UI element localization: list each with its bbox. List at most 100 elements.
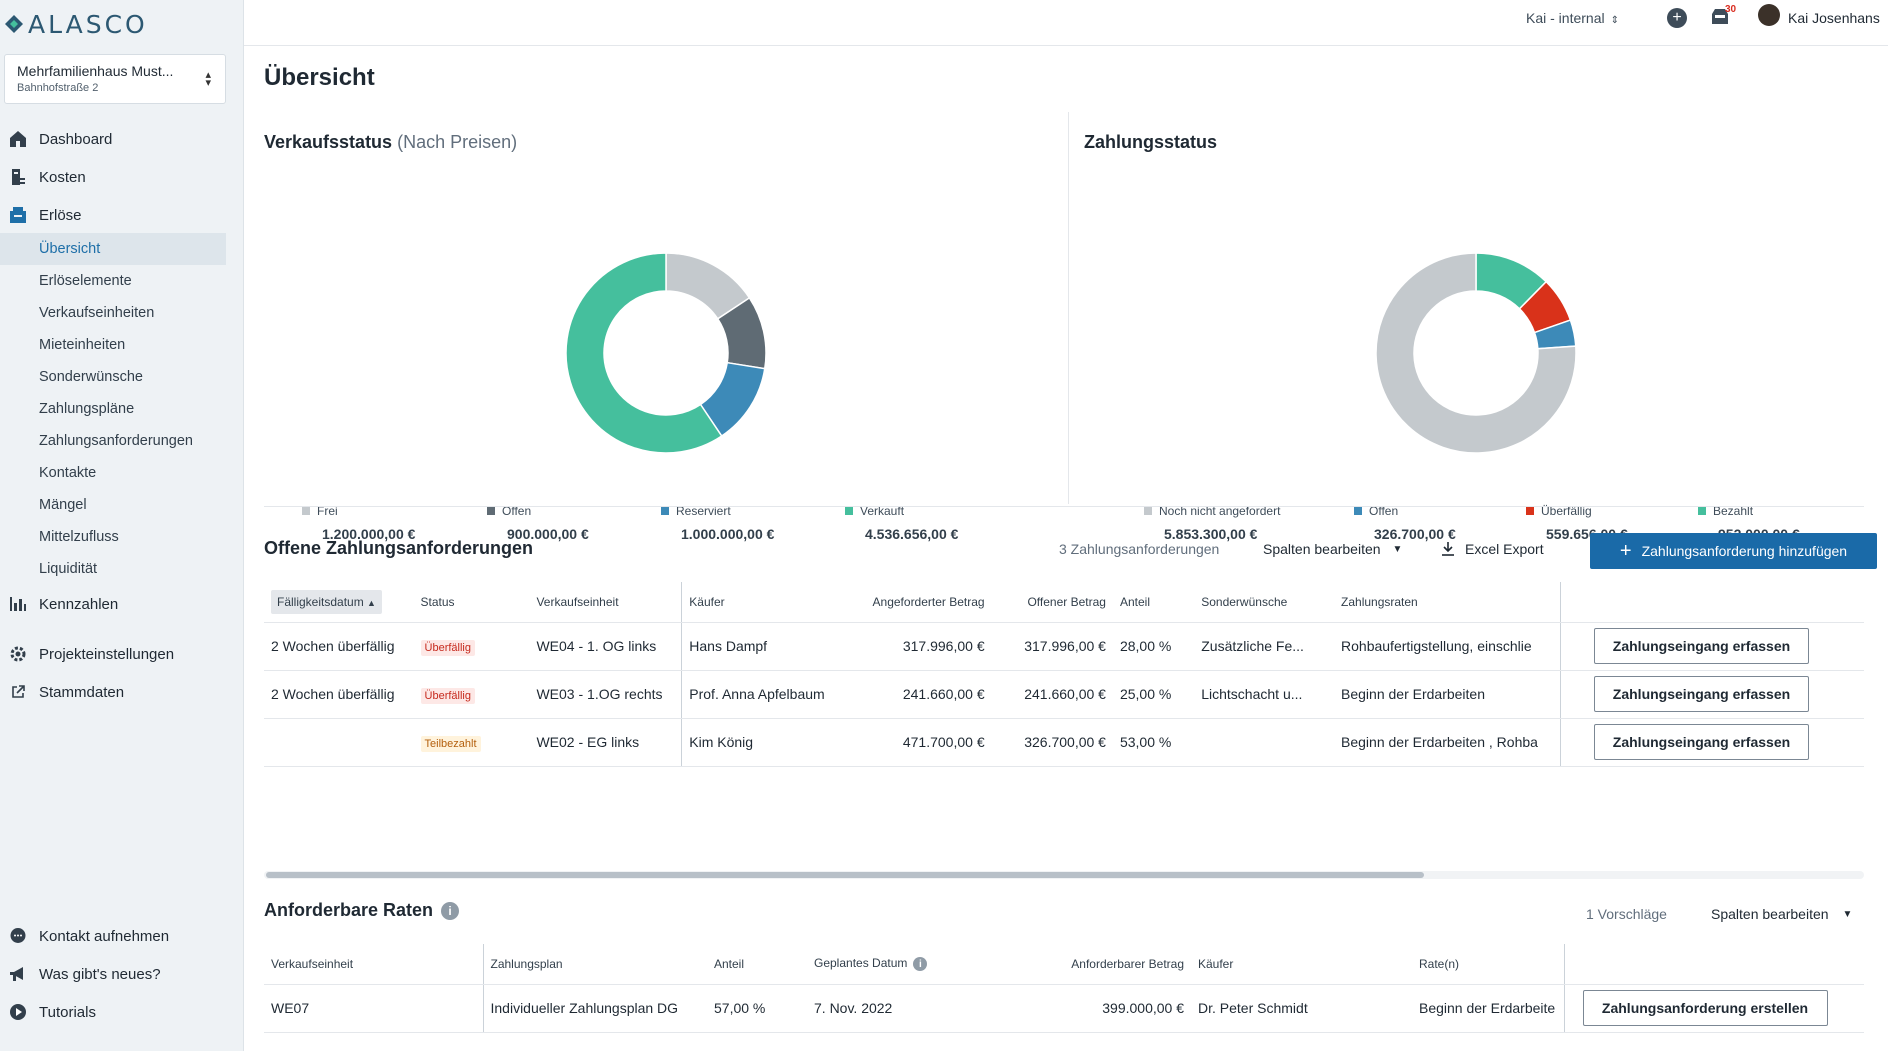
record-payment-button[interactable]: Zahlungseingang erfassen: [1593, 676, 1809, 712]
avatar[interactable]: [1758, 4, 1780, 26]
subnav-verkaufseinheiten[interactable]: Verkaufseinheiten: [39, 305, 155, 321]
cell-rates: Beginn der Erdarbeite: [1412, 984, 1564, 1033]
info-icon[interactable]: i: [913, 957, 928, 972]
donut-slice-noch-nicht-angefordert[interactable]: [1375, 252, 1577, 454]
sales-status-card: Verkaufsstatus (Nach Preisen) Frei 1.200…: [264, 112, 1054, 542]
legend-item-zahlung-offen: Offen 326.700,00 €: [1354, 504, 1524, 542]
subnav-mittelzufluss[interactable]: Mittelzufluss: [39, 529, 119, 545]
project-name: Mehrfamilienhaus Must...: [17, 63, 174, 79]
column-header-unit[interactable]: Verkaufseinheit: [529, 582, 682, 623]
cell-action: Zahlungsanforderung erstellen: [1563, 984, 1864, 1033]
column-header-requestable-amount[interactable]: Anforderbarer Betrag: [1007, 944, 1191, 985]
legend-label-noch-nicht-angefordert: Noch nicht angefordert: [1159, 504, 1281, 518]
nav-stammdaten-label: Stammdaten: [39, 683, 125, 701]
nav-projekteinstellungen[interactable]: Projekteinstellungen: [0, 635, 244, 673]
cell-buyer: Prof. Anna Apfelbaum: [681, 670, 845, 719]
cell-open-amount: 241.660,00 €: [991, 670, 1113, 719]
legend-value-reserviert: 1.000.000,00 €: [681, 526, 775, 542]
logo[interactable]: ALASCO: [4, 10, 148, 39]
nav-erloese[interactable]: Erlöse: [0, 196, 244, 234]
record-payment-button[interactable]: Zahlungseingang erfassen: [1593, 628, 1809, 664]
legend-swatch-zahlung-offen: [1354, 507, 1362, 515]
column-header-due-date[interactable]: Fälligkeitsdatum ▲: [264, 582, 414, 623]
subnav-maengel[interactable]: Mängel: [39, 497, 87, 513]
table-row[interactable]: Teilbezahlt WE02 - EG links Kim König 47…: [264, 718, 1864, 767]
cell-unit: WE04 - 1. OG links: [529, 622, 682, 671]
column-header-plan[interactable]: Zahlungsplan: [482, 944, 707, 985]
legend-item-frei: Frei 1.200.000,00 €: [302, 504, 472, 542]
legend-item-reserviert: Reserviert 1.000.000,00 €: [661, 504, 831, 542]
erloese-subnav: Übersicht Erlöselemente Verkaufseinheite…: [0, 233, 244, 585]
user-name[interactable]: Kai Josenhans: [1788, 10, 1880, 26]
column-header-rates[interactable]: Rate(n): [1412, 944, 1564, 985]
subnav-uebersicht[interactable]: Übersicht: [0, 233, 226, 265]
cell-buyer: Kim König: [681, 718, 845, 767]
nav-dashboard[interactable]: Dashboard: [0, 120, 244, 158]
nav-news-label: Was gibt's neues?: [39, 965, 161, 983]
excel-export-button[interactable]: Excel Export: [1440, 541, 1544, 557]
add-payment-request-button[interactable]: + Zahlungsanforderung hinzufügen: [1590, 533, 1877, 569]
add-payment-request-label: Zahlungsanforderung hinzufügen: [1641, 543, 1848, 559]
create-payment-request-button[interactable]: Zahlungsanforderung erstellen: [1582, 990, 1828, 1026]
cell-rates: Beginn der Erdarbeiten: [1334, 670, 1561, 719]
add-icon[interactable]: +: [1667, 8, 1687, 28]
subnav-sonderwuensche[interactable]: Sonderwünsche: [39, 369, 143, 385]
settings-nav: Projekteinstellungen Stammdaten: [0, 635, 244, 711]
page-title: Übersicht: [264, 64, 375, 91]
scrollbar-thumb[interactable]: [266, 872, 1424, 878]
cell-share: 25,00 %: [1112, 670, 1195, 719]
column-header-buyer[interactable]: Käufer: [681, 582, 845, 623]
kpi-icon: [8, 594, 28, 614]
column-header-requested-amount[interactable]: Angeforderter Betrag: [844, 582, 992, 623]
nav-news[interactable]: Was gibt's neues?: [0, 955, 244, 993]
cell-status: Teilbezahlt: [413, 718, 530, 767]
nav-erloese-label: Erlöse: [39, 206, 82, 224]
table-row[interactable]: 2 Wochen überfällig Überfällig WE04 - 1.…: [264, 622, 1864, 671]
project-selector[interactable]: Mehrfamilienhaus Must... Bahnhofstraße 2…: [4, 54, 226, 104]
requestable-rates-count: 1 Vorschläge: [1586, 906, 1667, 922]
megaphone-icon: [8, 964, 28, 984]
edit-columns-button-rates[interactable]: Spalten bearbeiten ▼: [1711, 906, 1852, 922]
cost-icon: [8, 167, 28, 187]
table-row[interactable]: WE07 Individueller Zahlungsplan DG 57,00…: [264, 984, 1864, 1033]
column-header-planned-date[interactable]: Geplantes Datum i: [807, 944, 1007, 985]
column-header-status[interactable]: Status: [413, 582, 530, 623]
column-header-share[interactable]: Anteil: [707, 944, 807, 985]
column-header-special-requests[interactable]: Sonderwünsche: [1194, 582, 1335, 623]
nav-kennzahlen[interactable]: Kennzahlen: [0, 585, 244, 623]
table-header-row: Verkaufseinheit Zahlungsplan Anteil Gepl…: [264, 944, 1864, 985]
donut-slice-verkauft[interactable]: [565, 252, 723, 454]
cell-open-amount: 317.996,00 €: [991, 622, 1113, 671]
cell-unit: WE07: [264, 984, 483, 1033]
column-header-open-amount[interactable]: Offener Betrag: [991, 582, 1113, 623]
info-icon[interactable]: i: [441, 902, 460, 921]
legend-swatch-noch-nicht-angefordert: [1144, 507, 1152, 515]
edit-columns-button[interactable]: Spalten bearbeiten ▼: [1263, 541, 1402, 557]
column-header-buyer[interactable]: Käufer: [1191, 944, 1412, 985]
home-icon: [8, 129, 28, 149]
sort-ascending-icon: ▲: [367, 597, 376, 608]
subnav-zahlungsplaene[interactable]: Zahlungspläne: [39, 401, 135, 417]
environment-selector[interactable]: Kai - internal ⇕: [1526, 10, 1619, 26]
column-header-unit[interactable]: Verkaufseinheit: [264, 944, 483, 985]
column-header-share[interactable]: Anteil: [1112, 582, 1195, 623]
nav-kennzahlen-label: Kennzahlen: [39, 595, 119, 613]
subnav-erloeselemente[interactable]: Erlöselemente: [39, 273, 132, 289]
nav-kontakt[interactable]: Kontakt aufnehmen: [0, 917, 244, 955]
subnav-liquiditaet[interactable]: Liquidität: [39, 561, 98, 577]
sort-arrows-icon: ▴ ▾: [205, 69, 211, 89]
requestable-rates-title: Anforderbare Raten i: [264, 900, 460, 921]
subnav-mieteinheiten[interactable]: Mieteinheiten: [39, 337, 126, 353]
table-row[interactable]: 2 Wochen überfällig Überfällig WE03 - 1.…: [264, 670, 1864, 719]
nav-tutorials[interactable]: Tutorials: [0, 993, 244, 1031]
record-payment-button[interactable]: Zahlungseingang erfassen: [1593, 724, 1809, 760]
column-header-rates[interactable]: Zahlungsraten: [1334, 582, 1561, 623]
cell-special-requests: Lichtschacht u...: [1194, 670, 1335, 719]
nav-stammdaten[interactable]: Stammdaten: [0, 673, 244, 711]
nav-kosten-label: Kosten: [39, 168, 86, 186]
inbox-icon[interactable]: [1710, 8, 1730, 29]
subnav-zahlungsanforderungen[interactable]: Zahlungsanforderungen: [39, 433, 193, 449]
nav-kontakt-label: Kontakt aufnehmen: [39, 927, 170, 945]
nav-kosten[interactable]: Kosten: [0, 158, 244, 196]
subnav-kontakte[interactable]: Kontakte: [39, 465, 97, 481]
